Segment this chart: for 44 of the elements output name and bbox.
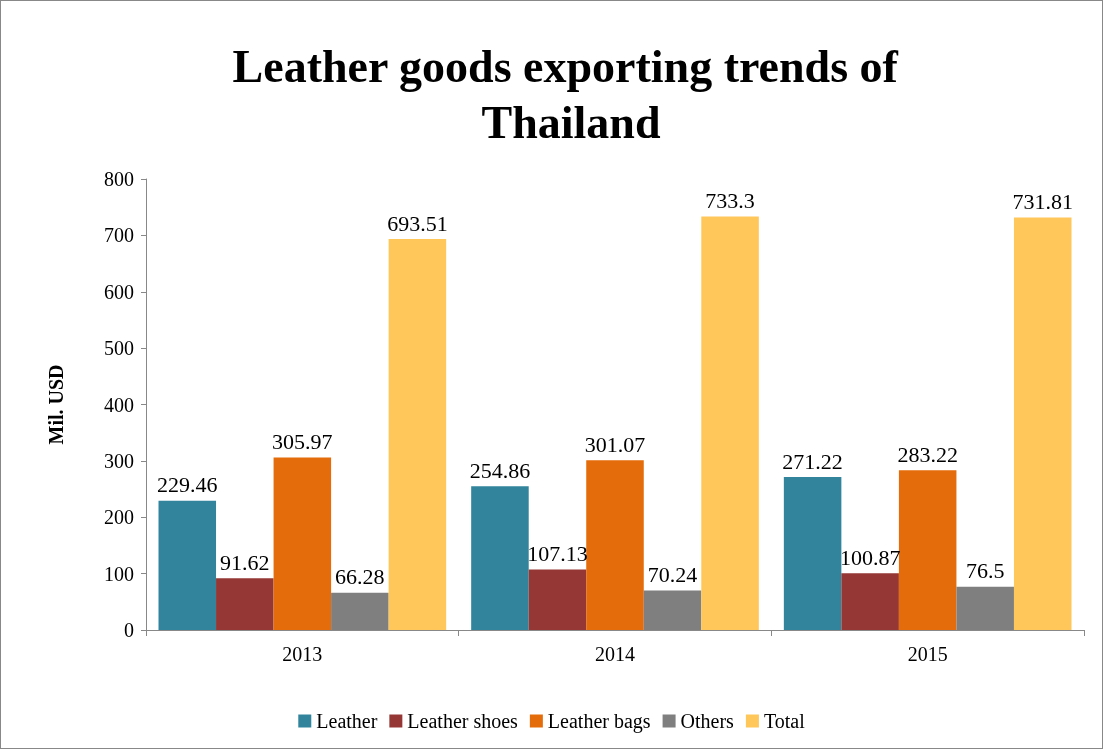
data-label: 283.22 — [897, 441, 958, 467]
x-tick-label: 2014 — [595, 643, 635, 665]
data-label: 70.24 — [647, 561, 698, 587]
bar — [586, 460, 644, 630]
bar — [1013, 217, 1072, 630]
y-tick-label: 400 — [104, 393, 134, 416]
x-tick-label: 2015 — [907, 643, 948, 665]
bar — [471, 486, 529, 630]
bar — [528, 569, 587, 630]
data-label: 76.5 — [965, 558, 1005, 584]
y-tick-label: 0 — [124, 619, 134, 641]
y-tick-label: 500 — [104, 337, 134, 360]
data-label: 254.86 — [469, 457, 531, 483]
data-label: 305.97 — [272, 429, 333, 455]
data-label: 731.81 — [1012, 188, 1073, 214]
data-label: 91.62 — [220, 549, 270, 575]
bar — [783, 477, 842, 630]
data-label: 271.22 — [782, 448, 843, 474]
y-tick-label: 700 — [104, 224, 134, 247]
bar — [701, 216, 759, 630]
y-tick-label: 300 — [104, 449, 134, 472]
data-label: 229.46 — [157, 472, 218, 498]
y-tick-label: 100 — [104, 562, 134, 585]
y-axis-title: Mil. USD — [45, 364, 67, 445]
y-tick-label: 800 — [104, 168, 134, 190]
legend-label: Leather bags — [547, 710, 651, 733]
bar — [388, 239, 447, 630]
bar — [216, 578, 274, 630]
legend-label: Total — [763, 710, 806, 732]
data-label: 301.07 — [584, 431, 646, 457]
data-label: 66.28 — [335, 564, 385, 590]
y-tick-label: 200 — [104, 506, 134, 529]
bar — [841, 573, 899, 630]
legend-label: Leather shoes — [407, 710, 519, 732]
bar — [158, 500, 217, 630]
legend-label: Leather — [316, 710, 378, 732]
y-tick-label: 600 — [104, 280, 134, 303]
data-label: 693.51 — [387, 210, 448, 236]
x-tick-label: 2013 — [282, 643, 323, 665]
data-label: 733.3 — [705, 188, 755, 214]
legend-label: Others — [680, 710, 735, 732]
chart-title: Leather goods exporting trends of Thailand — [232, 40, 910, 148]
bar — [898, 470, 957, 630]
bar — [273, 457, 332, 630]
